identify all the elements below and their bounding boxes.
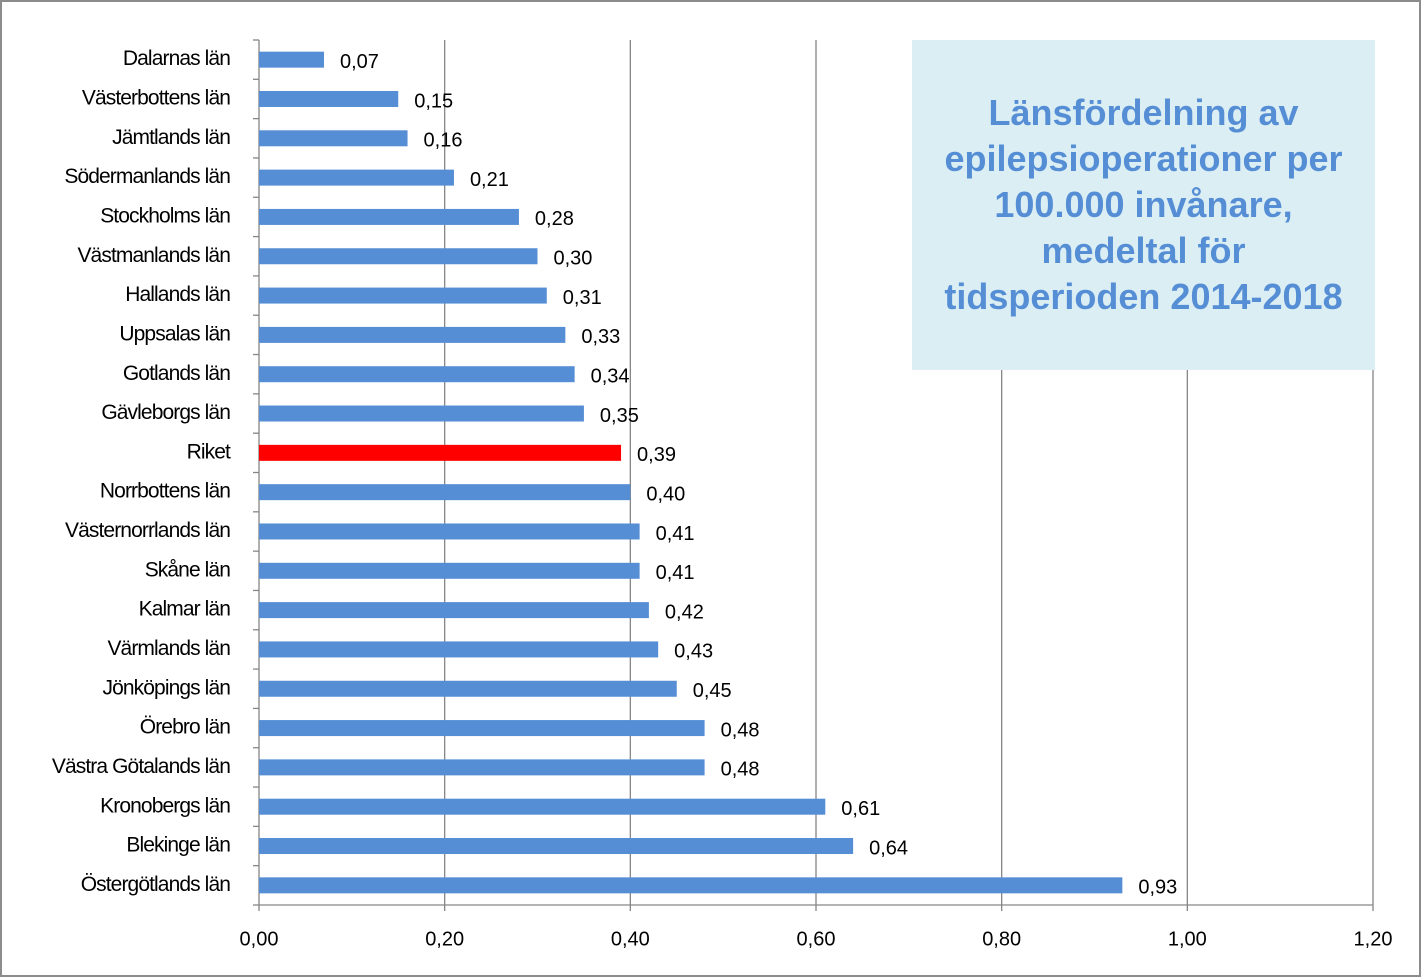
y-tick-label: Östergötlands län	[81, 873, 231, 896]
bar	[259, 51, 324, 68]
data-label: 0,16	[424, 130, 463, 152]
x-tick-label: 0,60	[797, 928, 836, 950]
bar	[259, 287, 547, 304]
x-tick-label: 0,80	[982, 928, 1021, 950]
y-tick-label: Gävleborgs län	[101, 401, 230, 424]
bar	[259, 248, 538, 265]
y-tick-label: Värmlands län	[107, 637, 230, 660]
bar	[259, 523, 640, 540]
data-label: 0,31	[563, 287, 602, 309]
bar	[259, 838, 854, 855]
data-label: 0,64	[869, 837, 908, 859]
bar	[259, 90, 399, 107]
data-label: 0,42	[665, 601, 704, 623]
y-tick-label: Uppsalas län	[119, 322, 230, 345]
y-tick-label: Hallands län	[125, 283, 230, 306]
y-tick-label: Blekinge län	[126, 834, 230, 857]
data-label: 0,61	[841, 798, 880, 820]
bar	[259, 169, 454, 186]
data-label: 0,33	[581, 326, 620, 348]
y-tick-label: Södermanlands län	[64, 165, 230, 188]
bar	[259, 602, 649, 619]
x-tick-label: 1,00	[1168, 928, 1207, 950]
y-tick-label: Jönköpings län	[103, 676, 231, 699]
data-label: 0,43	[674, 641, 713, 663]
x-tick-label: 0,00	[240, 928, 279, 950]
y-tick-label: Skåne län	[145, 558, 231, 581]
x-tick-label: 0,20	[425, 928, 464, 950]
y-tick-label: Västerbottens län	[82, 87, 230, 110]
data-label: 0,41	[656, 523, 695, 545]
y-tick-label: Västernorrlands län	[65, 519, 230, 542]
chart-title: Länsfördelning av epilepsioperationer pe…	[912, 40, 1375, 370]
x-tick-label: 1,20	[1354, 928, 1393, 950]
y-tick-label: Stockholms län	[100, 204, 230, 227]
x-tick-label: 0,40	[611, 928, 650, 950]
y-tick-label: Kronobergs län	[100, 794, 230, 817]
data-label: 0,93	[1138, 877, 1177, 899]
data-label: 0,40	[646, 483, 685, 505]
data-label: 0,48	[721, 759, 760, 781]
data-label: 0,07	[340, 51, 379, 73]
data-label: 0,21	[470, 169, 509, 191]
data-label: 0,30	[554, 248, 593, 270]
bar	[259, 641, 659, 658]
bar	[259, 326, 566, 343]
bar	[259, 720, 705, 737]
y-tick-label: Norrbottens län	[100, 480, 230, 503]
bar	[259, 208, 519, 225]
bar	[259, 877, 1123, 894]
bar	[259, 405, 584, 422]
data-label: 0,48	[721, 719, 760, 741]
data-label: 0,28	[535, 208, 574, 230]
y-tick-label: Riket	[187, 440, 231, 463]
bar	[259, 680, 677, 697]
data-label: 0,15	[414, 90, 453, 112]
y-tick-label: Dalarnas län	[123, 47, 230, 70]
data-label: 0,39	[637, 444, 676, 466]
y-tick-label: Västra Götalands län	[52, 755, 230, 778]
y-tick-label: Västmanlands län	[77, 244, 230, 267]
y-tick-label: Örebro län	[140, 716, 230, 739]
y-tick-label: Gotlands län	[123, 362, 230, 385]
bar	[259, 444, 622, 461]
bar	[259, 759, 705, 776]
data-label: 0,45	[693, 680, 732, 702]
data-label: 0,35	[600, 405, 639, 427]
bar	[259, 798, 826, 815]
y-tick-label: Kalmar län	[139, 598, 231, 621]
y-tick-label: Jämtlands län	[112, 126, 230, 149]
bar	[259, 130, 408, 147]
bar	[259, 484, 631, 501]
bar	[259, 562, 640, 579]
bar	[259, 366, 575, 383]
data-label: 0,34	[591, 365, 630, 387]
data-label: 0,41	[656, 562, 695, 584]
